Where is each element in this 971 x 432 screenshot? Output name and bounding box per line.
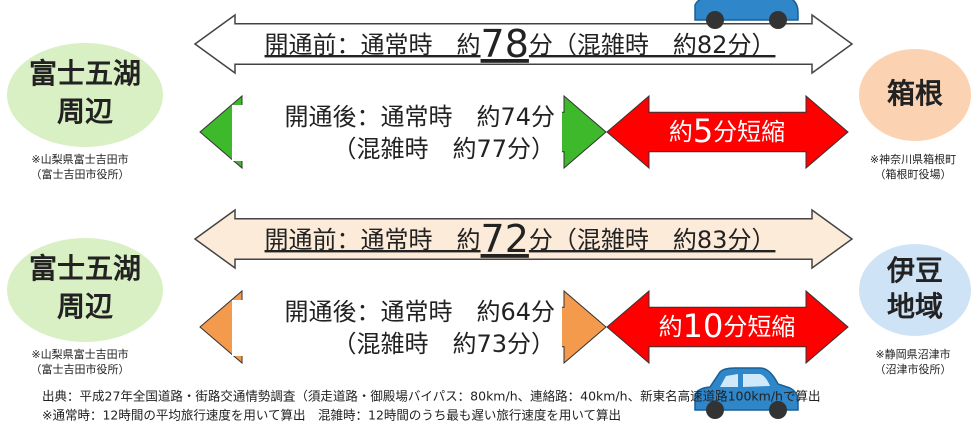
wheel bbox=[706, 401, 724, 419]
destination-label: 地域 bbox=[887, 290, 943, 323]
destination-note: ※神奈川県箱根町 bbox=[870, 152, 956, 166]
after-line-1: 開通後：通常時 約74分 bbox=[284, 103, 555, 131]
reduction-part: 分短縮 bbox=[723, 313, 795, 341]
wheel bbox=[706, 11, 724, 29]
before-part: 開通前：通常時 約 bbox=[265, 226, 481, 254]
origin-label: 周辺 bbox=[57, 290, 113, 323]
reduction-text: 約5分短縮 bbox=[669, 112, 785, 150]
wheel bbox=[769, 11, 787, 29]
destination-label: 箱根 bbox=[887, 77, 943, 110]
after-line-2: （混雑時 約73分） bbox=[332, 330, 555, 358]
before-part: 開通前：通常時 約 bbox=[265, 31, 481, 59]
destination-note: ※静岡県沼津市 bbox=[875, 347, 950, 361]
destination-note: （沼津市役所） bbox=[875, 362, 952, 376]
after-line-2: （混雑時 約77分） bbox=[332, 135, 555, 163]
reduction-part: 約 bbox=[669, 118, 693, 146]
reduction-part: 10 bbox=[683, 307, 724, 345]
origin-note: ※山梨県富士吉田市 bbox=[31, 347, 128, 361]
footer-note: 出典：平成27年全国道路・街路交通情勢調査（須走道路・御殿場バイパス：80km/… bbox=[42, 389, 820, 404]
reduction-part: 約 bbox=[659, 313, 683, 341]
destination-note: （箱根町役場） bbox=[875, 167, 952, 181]
before-part: 78 bbox=[481, 22, 529, 66]
origin-label: 周辺 bbox=[57, 95, 113, 128]
diagram: 富士五湖周辺※山梨県富士吉田市（富士吉田市役所）箱根※神奈川県箱根町（箱根町役場… bbox=[0, 0, 971, 428]
origin-note: （富士吉田市役所） bbox=[31, 362, 130, 376]
before-part: 分（混雑時 約83分） bbox=[529, 226, 776, 254]
origin-label: 富士五湖 bbox=[29, 252, 141, 285]
reduction-part: 5 bbox=[693, 112, 713, 150]
reduction-part: 分短縮 bbox=[713, 118, 785, 146]
before-part: 分（混雑時 約82分） bbox=[529, 31, 776, 59]
origin-label: 富士五湖 bbox=[29, 57, 141, 90]
after-line-1: 開通後：通常時 約64分 bbox=[284, 298, 555, 326]
wheel bbox=[769, 401, 787, 419]
destination-label: 伊豆 bbox=[886, 254, 943, 287]
origin-note: （富士吉田市役所） bbox=[31, 167, 130, 181]
reduction-text: 約10分短縮 bbox=[659, 307, 796, 345]
before-part: 72 bbox=[481, 217, 529, 261]
footer-note: ※通常時：12時間の平均旅行速度を用いて算出 混雑時：12時間のうち最も遅い旅行… bbox=[42, 408, 621, 423]
origin-note: ※山梨県富士吉田市 bbox=[31, 152, 128, 166]
